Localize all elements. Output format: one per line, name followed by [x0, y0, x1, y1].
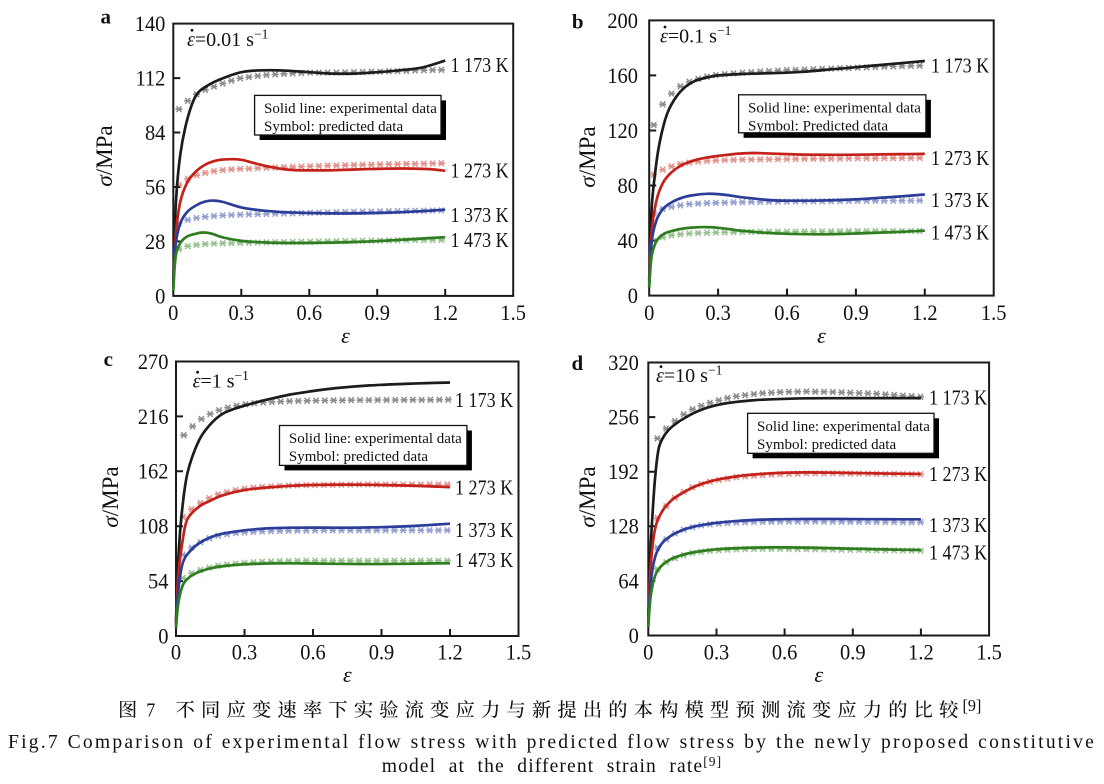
svg-text:0: 0 [628, 283, 638, 308]
svg-text:σ/MPa: σ/MPa [575, 466, 600, 527]
svg-text:1 173 K: 1 173 K [451, 55, 509, 78]
svg-text:Solid line: experimental data: Solid line: experimental data [757, 419, 930, 435]
svg-text:1.5: 1.5 [500, 300, 526, 325]
svg-text:1 173 K: 1 173 K [931, 55, 989, 78]
svg-text:[9]: [9] [963, 696, 982, 715]
svg-text:c: c [104, 347, 113, 371]
svg-text:1 173 K: 1 173 K [455, 390, 513, 413]
svg-text:1 273 K: 1 273 K [455, 477, 513, 500]
svg-text:1.2: 1.2 [912, 300, 938, 325]
svg-text:1.2: 1.2 [432, 300, 458, 325]
svg-text:256: 256 [608, 405, 639, 430]
svg-text:Solid line: experimental data: Solid line: experimental data [289, 431, 462, 447]
svg-text:b: b [572, 9, 584, 33]
svg-text:270: 270 [138, 349, 169, 374]
svg-text:0: 0 [643, 640, 653, 665]
svg-text:0: 0 [168, 300, 178, 325]
svg-text:162: 162 [138, 459, 169, 484]
svg-text:1 373 K: 1 373 K [931, 190, 989, 213]
svg-text:Symbol: predicted data: Symbol: predicted data [757, 437, 896, 453]
svg-text:40: 40 [618, 228, 638, 253]
svg-text:ε=0.1 s−1: ε=0.1 s−1 [660, 23, 731, 48]
svg-text:1 473 K: 1 473 K [931, 222, 989, 245]
svg-text:1 273 K: 1 273 K [929, 464, 987, 487]
svg-text:0.9: 0.9 [843, 300, 869, 325]
svg-text:0.3: 0.3 [232, 640, 258, 665]
svg-text:0: 0 [629, 623, 639, 648]
svg-text:0.6: 0.6 [774, 300, 800, 325]
svg-text:0.3: 0.3 [229, 300, 255, 325]
svg-text:1.2: 1.2 [437, 640, 463, 665]
svg-text:σ/MPa: σ/MPa [92, 125, 117, 186]
svg-text:7: 7 [146, 700, 155, 722]
svg-text:ε: ε [343, 662, 352, 687]
svg-text:Solid line: experimental data: Solid line: experimental data [748, 100, 921, 116]
svg-text:1 173 K: 1 173 K [929, 387, 987, 410]
svg-text:120: 120 [607, 118, 638, 143]
svg-text:108: 108 [138, 514, 169, 539]
svg-text:0.9: 0.9 [369, 640, 395, 665]
svg-text:1 273 K: 1 273 K [931, 148, 989, 171]
svg-text:112: 112 [135, 66, 165, 91]
svg-text:Symbol: predicted data: Symbol: predicted data [264, 119, 403, 135]
svg-text:1.5: 1.5 [506, 640, 532, 665]
svg-text:Symbol: predicted data: Symbol: predicted data [289, 449, 428, 465]
svg-text:σ/MPa: σ/MPa [98, 466, 123, 527]
svg-text:54: 54 [148, 569, 169, 594]
svg-text:1 473 K: 1 473 K [929, 542, 987, 565]
svg-text:1.5: 1.5 [976, 640, 1002, 665]
svg-text:0: 0 [158, 624, 168, 649]
svg-text:1 473 K: 1 473 K [451, 230, 509, 253]
svg-text:ε: ε [341, 323, 350, 348]
svg-text:0.9: 0.9 [364, 300, 390, 325]
svg-text:1 373 K: 1 373 K [451, 205, 509, 228]
svg-text:0.6: 0.6 [300, 640, 326, 665]
svg-text:0.6: 0.6 [297, 300, 323, 325]
svg-text:0.6: 0.6 [772, 640, 798, 665]
svg-text:1.5: 1.5 [981, 300, 1007, 325]
svg-text:28: 28 [145, 229, 165, 254]
svg-text:ε: ε [814, 662, 823, 687]
svg-text:0: 0 [171, 640, 181, 665]
svg-text:ε: ε [817, 323, 826, 348]
svg-text:σ/MPa: σ/MPa [575, 126, 600, 187]
svg-text:80: 80 [618, 173, 638, 198]
svg-text:Symbol: Predicted data: Symbol: Predicted data [748, 118, 888, 134]
svg-text:1 473 K: 1 473 K [455, 550, 513, 573]
svg-text:320: 320 [608, 350, 639, 375]
svg-text:140: 140 [135, 11, 166, 36]
svg-text:ε=0.01 s−1: ε=0.01 s−1 [187, 26, 268, 51]
svg-text:0.3: 0.3 [705, 300, 731, 325]
svg-text:0.3: 0.3 [704, 640, 730, 665]
svg-text:216: 216 [138, 404, 169, 429]
svg-text:Solid line: experimental data: Solid line: experimental data [264, 101, 437, 117]
svg-text:1 373 K: 1 373 K [455, 520, 513, 543]
svg-text:192: 192 [608, 459, 639, 484]
svg-text:64: 64 [618, 569, 639, 594]
svg-text:0: 0 [155, 284, 165, 309]
svg-text:128: 128 [608, 514, 639, 539]
svg-text:56: 56 [145, 175, 165, 200]
svg-text:160: 160 [607, 63, 638, 88]
svg-text:d: d [572, 351, 584, 375]
svg-text:1 373 K: 1 373 K [929, 515, 987, 538]
svg-text:0.9: 0.9 [840, 640, 866, 665]
svg-text:84: 84 [145, 120, 166, 145]
svg-text:200: 200 [607, 8, 638, 33]
svg-text:0: 0 [644, 300, 654, 325]
svg-text:1 273 K: 1 273 K [451, 160, 509, 183]
svg-text:a: a [101, 5, 112, 29]
svg-text:1.2: 1.2 [908, 640, 934, 665]
